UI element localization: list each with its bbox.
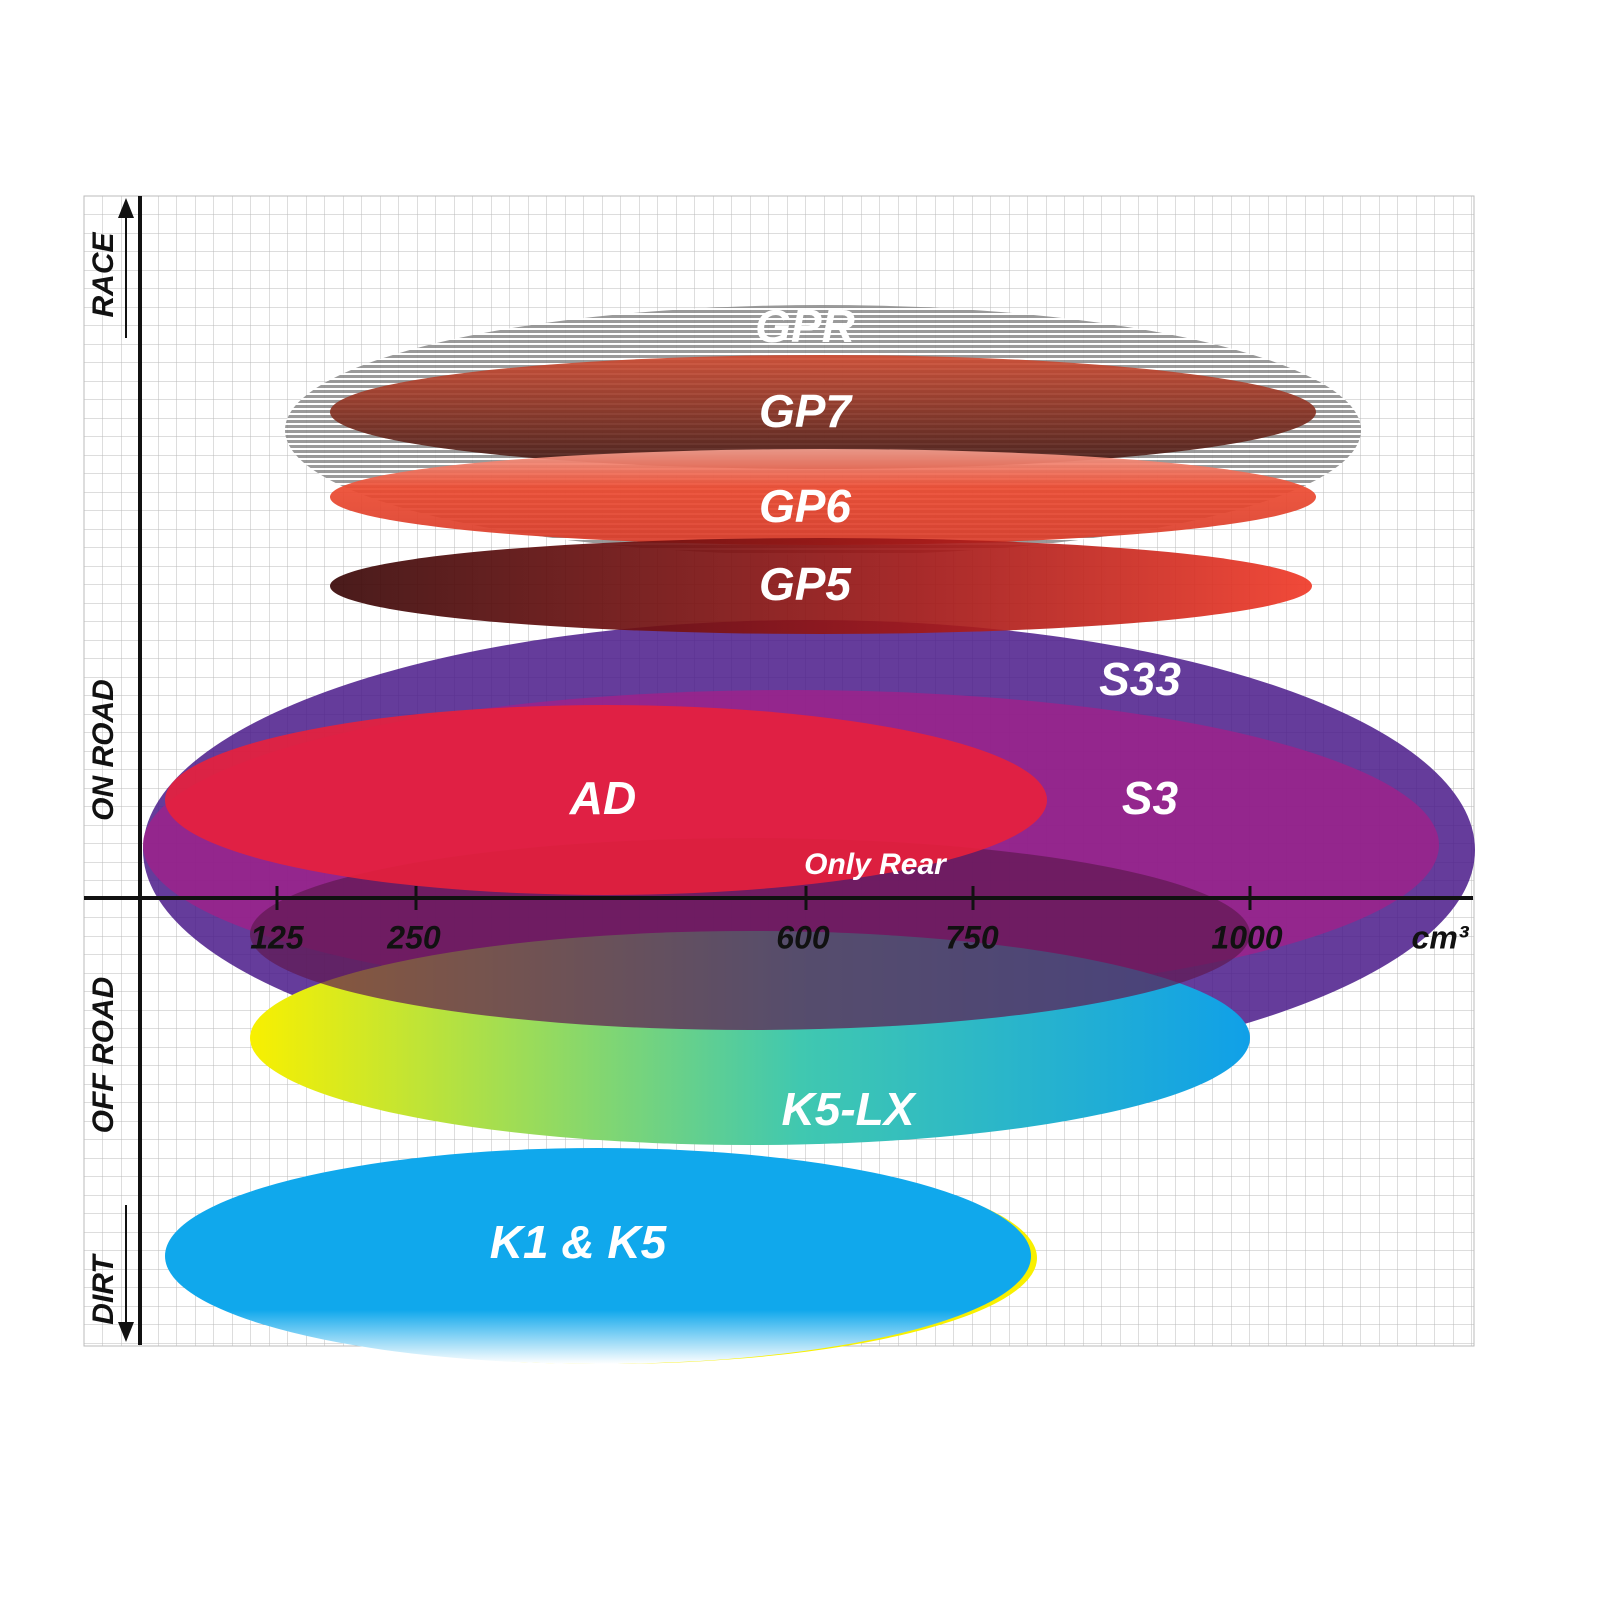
product-label: GP5: [759, 558, 852, 610]
product-label: GP7: [759, 385, 853, 437]
x-tick-label: 600: [776, 919, 830, 955]
up-arrow-head: [118, 198, 134, 218]
y-label: DIRT: [87, 1253, 120, 1325]
gp6-zone: [330, 449, 1316, 545]
k1-zone: [165, 1148, 1031, 1364]
product-label: Only Rear: [804, 848, 948, 881]
product-label: K5-LX: [782, 1083, 917, 1135]
product-label: GPR: [755, 300, 855, 352]
product-label: GP6: [759, 480, 851, 532]
gp7-zone: [330, 355, 1316, 469]
x-unit: cm³: [1412, 919, 1470, 955]
down-arrow-head: [118, 1322, 134, 1342]
product-label: S3: [1122, 772, 1179, 824]
x-tick-label: 1000: [1211, 919, 1282, 955]
product-label: AD: [569, 772, 636, 824]
x-tick-label: 250: [386, 919, 441, 955]
gp5-zone: [330, 538, 1312, 634]
x-tick-label: 750: [945, 919, 999, 955]
x-tick-marks: [275, 886, 1252, 910]
y-label: ON ROAD: [87, 679, 120, 821]
x-tick-label: 125: [250, 919, 305, 955]
y-label: OFF ROAD: [87, 977, 120, 1134]
y-label: RACE: [87, 232, 120, 318]
product-label: S33: [1099, 653, 1181, 705]
product-label: K1 & K5: [490, 1216, 668, 1268]
ad-zone: [165, 705, 1047, 895]
